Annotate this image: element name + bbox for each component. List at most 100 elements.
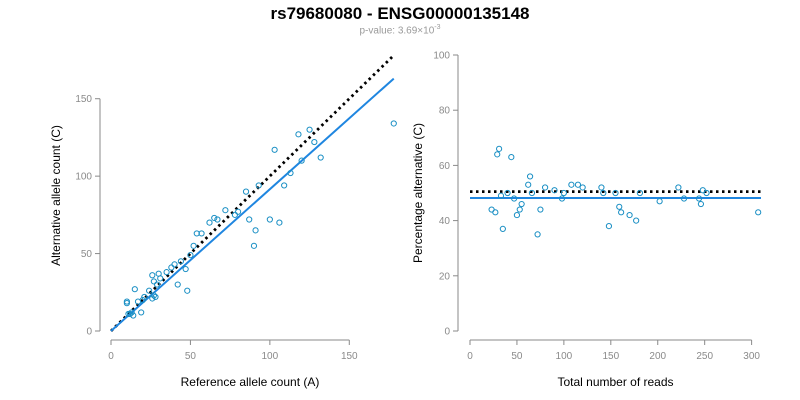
data-point bbox=[526, 173, 534, 180]
data-point bbox=[680, 195, 688, 202]
x-tick-label: 0 bbox=[467, 351, 473, 362]
y-tick-label: 40 bbox=[439, 216, 451, 227]
data-point bbox=[496, 145, 503, 152]
y-tick-label: 150 bbox=[75, 94, 92, 105]
data-point bbox=[152, 293, 159, 301]
data-point bbox=[551, 187, 558, 194]
y-tick-label: 20 bbox=[439, 271, 451, 282]
y-tick-label: 50 bbox=[81, 249, 93, 260]
y-tick-label: 100 bbox=[75, 172, 92, 183]
data-point bbox=[497, 192, 505, 199]
data-point bbox=[214, 216, 221, 223]
data-point bbox=[703, 189, 710, 197]
data-point bbox=[298, 157, 305, 164]
percentage-alternative-scatter: 0 50 100 150 200 250 300 0 20 40 60 80 100 Total numb… bbox=[411, 51, 762, 389]
data-point bbox=[295, 131, 302, 138]
data-point bbox=[281, 182, 288, 189]
data-point bbox=[306, 126, 313, 133]
data-point bbox=[150, 292, 157, 299]
allele-count-scatter: 0 50 100 150 0 50 100 150 Reference allele count… bbox=[49, 54, 397, 389]
data-point bbox=[231, 211, 239, 218]
data-point bbox=[255, 182, 262, 189]
data-point bbox=[537, 206, 544, 213]
data-point bbox=[633, 217, 640, 224]
data-point bbox=[190, 242, 197, 249]
y-tick-label: 0 bbox=[444, 327, 450, 338]
data-point bbox=[697, 200, 705, 208]
data-point bbox=[153, 281, 161, 288]
data-point bbox=[755, 209, 762, 216]
data-point bbox=[141, 293, 148, 301]
data-point bbox=[579, 184, 586, 191]
x-tick-label: 200 bbox=[649, 351, 666, 362]
data-point bbox=[525, 181, 532, 188]
y-tick-label: 60 bbox=[439, 161, 451, 172]
chart-subtitle: p-value: 3.69×10-3 bbox=[0, 24, 800, 36]
data-point bbox=[250, 242, 258, 249]
x-tick-label: 50 bbox=[185, 351, 197, 362]
data-point bbox=[198, 230, 205, 237]
data-point bbox=[504, 189, 511, 197]
data-point bbox=[252, 227, 259, 234]
x-tick-label: 50 bbox=[511, 351, 523, 362]
data-point bbox=[311, 138, 318, 146]
data-point bbox=[177, 258, 184, 265]
x-tick-label: 150 bbox=[341, 351, 358, 362]
data-point bbox=[656, 198, 663, 205]
chart-title: rs79680080 - ENSG00000135148 bbox=[270, 4, 530, 23]
data-point bbox=[560, 189, 567, 197]
data-point bbox=[222, 207, 229, 214]
data-point bbox=[131, 286, 138, 293]
data-point bbox=[157, 275, 164, 282]
data-point bbox=[390, 120, 397, 127]
data-point bbox=[182, 265, 189, 273]
data-point bbox=[276, 219, 283, 226]
data-point bbox=[171, 261, 178, 268]
data-point bbox=[168, 264, 175, 271]
data-point bbox=[513, 211, 521, 219]
data-point bbox=[518, 200, 525, 208]
data-point bbox=[541, 184, 549, 191]
data-point bbox=[130, 312, 137, 319]
data-point bbox=[242, 188, 250, 195]
data-point bbox=[163, 269, 170, 276]
data-point bbox=[149, 272, 156, 279]
data-point bbox=[508, 154, 515, 161]
data-point bbox=[568, 181, 575, 188]
data-point bbox=[271, 146, 278, 153]
data-point bbox=[287, 169, 294, 177]
y-tick-label: 100 bbox=[433, 51, 450, 62]
data-point bbox=[234, 208, 242, 215]
data-point bbox=[516, 206, 523, 213]
data-point bbox=[558, 195, 566, 202]
data-point bbox=[626, 211, 633, 219]
data-point bbox=[511, 195, 518, 202]
data-point bbox=[494, 151, 501, 158]
data-point bbox=[146, 287, 153, 294]
x-tick-label: 0 bbox=[108, 351, 114, 362]
data-point bbox=[139, 296, 146, 304]
data-point bbox=[534, 231, 541, 238]
data-point bbox=[138, 309, 145, 316]
data-point bbox=[211, 214, 218, 222]
p-value-exponent: -3 bbox=[434, 24, 441, 31]
data-point bbox=[574, 181, 582, 188]
data-point bbox=[149, 295, 156, 302]
y-axis-label: Alternative allele count (C) bbox=[49, 125, 63, 266]
data-point bbox=[636, 189, 644, 197]
x-tick-label: 150 bbox=[602, 351, 619, 362]
data-point bbox=[150, 278, 157, 285]
data-point bbox=[695, 195, 703, 202]
x-axis-label: Total number of reads bbox=[557, 375, 673, 389]
data-point bbox=[317, 154, 324, 161]
data-point bbox=[600, 189, 607, 197]
y-tick-label: 0 bbox=[86, 327, 92, 338]
data-point bbox=[266, 216, 273, 223]
data-point bbox=[528, 189, 536, 197]
x-axis-label: Reference allele count (A) bbox=[181, 375, 320, 389]
data-point bbox=[616, 203, 623, 210]
data-point bbox=[246, 216, 253, 223]
data-point bbox=[612, 189, 619, 197]
data-point bbox=[187, 252, 194, 259]
